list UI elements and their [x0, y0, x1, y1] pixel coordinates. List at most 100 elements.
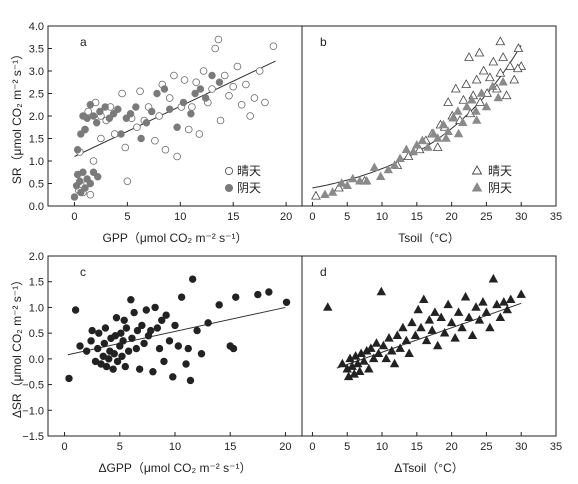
point-sunny: [464, 52, 474, 61]
point-cloudy: [208, 71, 216, 80]
panel-a-fit-line: [74, 60, 276, 157]
point: [110, 350, 118, 358]
y-tick-label: 4.0: [29, 21, 44, 33]
point-cloudy: [196, 85, 205, 93]
point: [130, 308, 138, 317]
panel-c-y-axis: −1.5 −1.0 −0.5 0.0 0.5 1.0 1.5 2.0: [22, 251, 52, 443]
point-cloudy: [383, 164, 393, 174]
x-tick-label: 20: [445, 211, 457, 223]
x-tick-label: 5: [117, 441, 123, 453]
x-tick-label: 35: [550, 211, 562, 223]
point: [100, 339, 109, 348]
point: [401, 335, 412, 345]
y-tick-label: 0.0: [29, 354, 44, 366]
point-cloudy: [453, 106, 463, 115]
point-sunny: [161, 145, 170, 154]
point: [506, 294, 516, 304]
point: [197, 350, 206, 358]
point-cloudy: [342, 180, 352, 190]
point: [427, 325, 437, 334]
point-sunny: [403, 151, 414, 160]
point: [488, 273, 499, 283]
point: [112, 314, 121, 322]
point: [337, 358, 348, 368]
panel-c-y-title-main: ΔSR: [10, 393, 24, 418]
point-sunny: [250, 94, 259, 102]
point-cloudy: [122, 114, 131, 122]
point-sunny: [475, 97, 486, 106]
point-cloudy: [369, 162, 380, 172]
point-sunny: [133, 123, 141, 132]
x-tick-label: 10: [169, 441, 181, 453]
panel-c-x-title: ΔGPP（μmol CO₂ m⁻² s⁻¹）: [99, 461, 252, 475]
point-cloudy: [105, 114, 114, 122]
legend-b-cloudy-label: 阴天: [488, 181, 512, 195]
point-cloudy: [458, 117, 468, 127]
point: [128, 334, 136, 342]
point-sunny: [334, 182, 344, 192]
point: [113, 357, 122, 366]
point-cloudy: [348, 173, 358, 183]
x-tick-label: 10: [376, 211, 388, 223]
point-cloudy: [83, 114, 91, 122]
x-tick-label: 20: [279, 441, 291, 453]
point: [71, 306, 80, 314]
panel-c: c 0 5 10 15 20 −1.5 −1.0 −0.5 0.0 0.5 1.0 1.5 2.0 Δ…: [10, 251, 303, 475]
point-cloudy: [114, 105, 122, 113]
point-sunny: [498, 52, 508, 61]
point: [120, 316, 128, 324]
point: [132, 344, 141, 353]
panel-d-frame: [301, 255, 557, 437]
point-sunny: [229, 82, 238, 91]
point: [398, 322, 408, 332]
point: [446, 317, 457, 327]
point: [155, 344, 164, 353]
point-sunny: [180, 76, 189, 84]
point-sunny: [136, 87, 144, 96]
point-sunny: [501, 90, 512, 100]
point-sunny: [123, 177, 132, 186]
point: [174, 342, 183, 350]
panel-c-points: [65, 275, 291, 385]
point-cloudy: [395, 153, 405, 163]
point-cloudy: [173, 123, 181, 131]
point-cloudy: [160, 85, 169, 93]
panel-b-x-title: Tsoil（°C）: [398, 231, 459, 245]
panel-a: a 0 5 10 15 20 0.0 0.5 1.0 1.5 2.0 2.5 3.0 3.5 4.0 晴…: [10, 21, 303, 245]
point: [127, 296, 135, 304]
point-cloudy: [215, 78, 224, 86]
point-sunny: [89, 157, 98, 165]
point: [404, 348, 414, 358]
point-cloudy: [77, 130, 85, 138]
point-sunny: [505, 61, 515, 70]
point: [265, 288, 273, 296]
point: [162, 311, 170, 319]
point: [151, 303, 159, 312]
point-sunny: [165, 94, 174, 102]
point: [478, 297, 488, 306]
point-sunny: [225, 91, 233, 100]
y-tick-label: 0.5: [29, 179, 44, 191]
y-tick-label: 3.5: [29, 44, 44, 56]
point-sunny: [512, 63, 523, 73]
point: [193, 326, 201, 335]
point-sunny: [450, 83, 461, 93]
point: [387, 345, 397, 355]
point-sunny: [414, 144, 425, 154]
point-cloudy: [441, 133, 451, 142]
point: [419, 294, 429, 304]
point-sunny: [495, 67, 506, 77]
panel-c-y-title-units: （μmol CO₂ m⁻² s⁻¹）: [10, 274, 24, 394]
point: [502, 304, 512, 314]
point: [116, 342, 124, 350]
point: [119, 337, 127, 345]
panel-d-letter: d: [320, 265, 327, 279]
x-tick-label: 15: [224, 441, 236, 453]
point-cloudy: [201, 94, 210, 102]
point-sunny: [86, 190, 95, 199]
point: [467, 330, 478, 340]
y-tick-label: −1.5: [22, 431, 44, 443]
point: [395, 343, 405, 352]
point: [481, 307, 492, 316]
